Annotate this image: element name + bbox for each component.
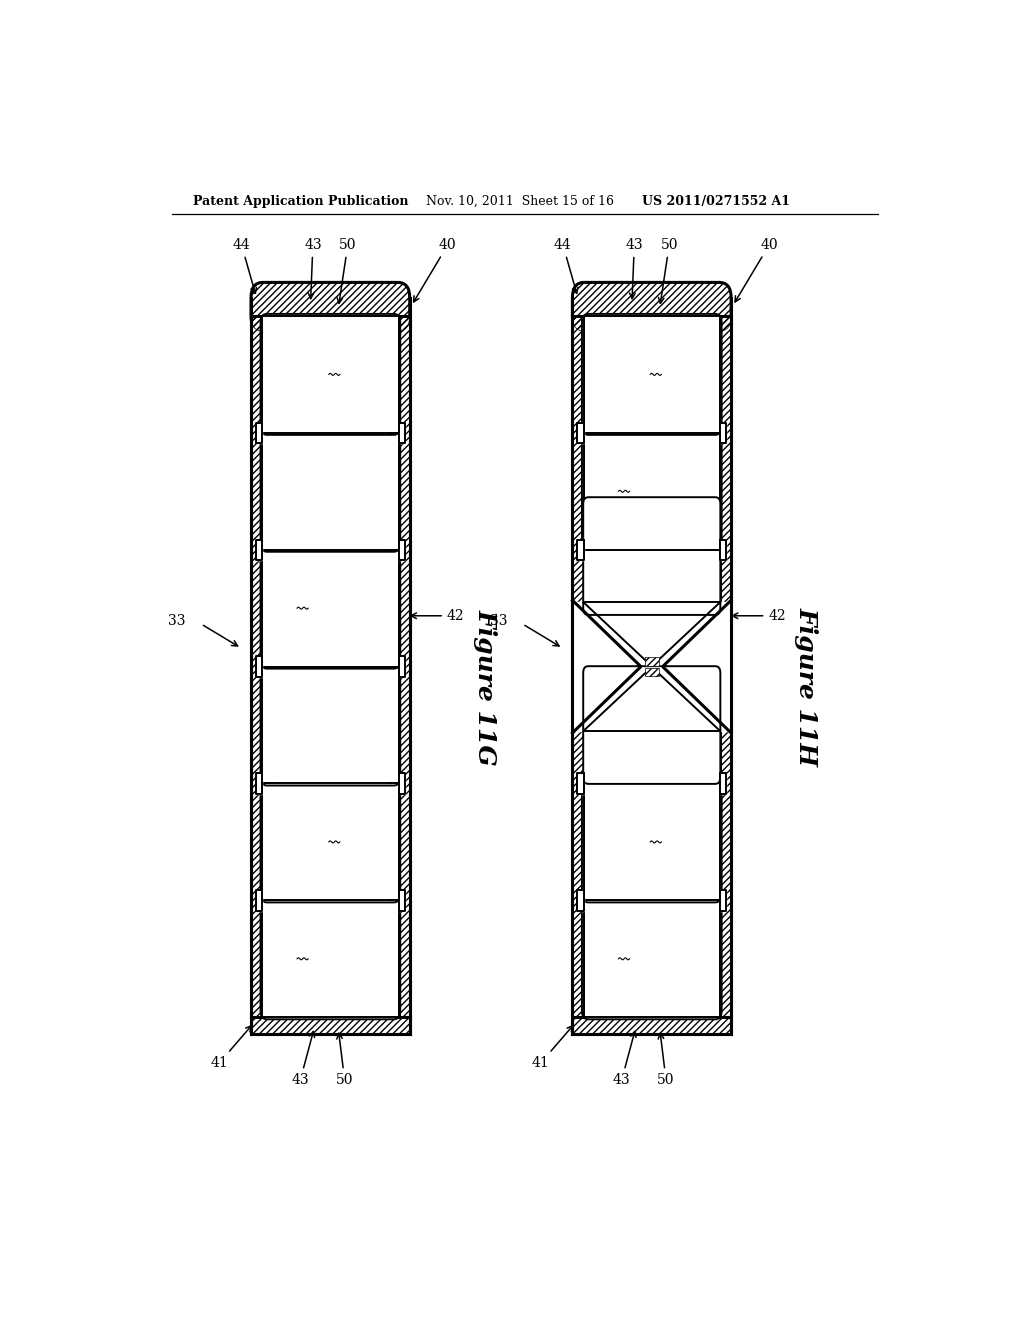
Text: Patent Application Publication: Patent Application Publication — [194, 195, 409, 209]
Text: 42: 42 — [411, 609, 465, 623]
Text: 40: 40 — [735, 238, 778, 302]
Text: 43: 43 — [292, 1031, 314, 1088]
Text: Figure 11H: Figure 11H — [795, 607, 818, 767]
Text: 33: 33 — [489, 614, 507, 628]
Polygon shape — [398, 890, 404, 911]
Text: 43: 43 — [626, 238, 643, 298]
Polygon shape — [571, 602, 732, 731]
Text: 52: 52 — [338, 836, 355, 849]
Polygon shape — [720, 774, 726, 793]
FancyBboxPatch shape — [260, 899, 400, 1019]
Bar — [251, 1018, 410, 1034]
Text: 40: 40 — [414, 238, 457, 302]
Text: Figure 11G: Figure 11G — [473, 609, 497, 766]
Bar — [720, 315, 731, 1018]
Polygon shape — [578, 422, 584, 444]
FancyBboxPatch shape — [584, 667, 720, 784]
Polygon shape — [398, 656, 404, 677]
Text: 44: 44 — [554, 238, 578, 293]
Bar — [645, 668, 658, 676]
Polygon shape — [256, 540, 262, 560]
Polygon shape — [578, 540, 584, 560]
Text: 52: 52 — [658, 836, 677, 849]
Text: 45: 45 — [592, 649, 639, 664]
Text: 50: 50 — [337, 238, 356, 304]
FancyBboxPatch shape — [260, 781, 400, 903]
FancyBboxPatch shape — [582, 781, 722, 903]
FancyBboxPatch shape — [582, 430, 722, 552]
Bar — [645, 657, 658, 665]
Text: 52: 52 — [338, 367, 355, 381]
Bar — [251, 1018, 410, 1034]
Polygon shape — [578, 774, 584, 793]
Polygon shape — [398, 540, 404, 560]
Polygon shape — [256, 890, 262, 911]
Text: 43: 43 — [304, 238, 322, 298]
Text: 50: 50 — [657, 1034, 675, 1088]
FancyBboxPatch shape — [582, 314, 722, 434]
Text: 50: 50 — [336, 1034, 353, 1088]
Bar — [572, 1018, 731, 1034]
Polygon shape — [256, 656, 262, 677]
Text: 42: 42 — [732, 609, 786, 623]
FancyBboxPatch shape — [582, 899, 722, 1019]
Bar — [572, 1018, 731, 1034]
Text: 33: 33 — [169, 614, 186, 628]
Text: 51: 51 — [627, 484, 645, 498]
Bar — [398, 315, 410, 1018]
Bar — [251, 315, 262, 1018]
Bar — [572, 315, 584, 1018]
Polygon shape — [398, 774, 404, 793]
Polygon shape — [720, 890, 726, 911]
Bar — [572, 315, 584, 1018]
Bar — [251, 315, 262, 1018]
Text: Nov. 10, 2011  Sheet 15 of 16: Nov. 10, 2011 Sheet 15 of 16 — [426, 195, 613, 209]
Text: 43: 43 — [612, 1031, 636, 1088]
Bar — [398, 315, 410, 1018]
Text: 50: 50 — [658, 238, 678, 304]
Text: 44: 44 — [232, 238, 256, 293]
Text: 41: 41 — [210, 1026, 252, 1071]
Text: 51: 51 — [306, 601, 324, 615]
Polygon shape — [256, 774, 262, 793]
Text: 51: 51 — [627, 952, 645, 966]
FancyBboxPatch shape — [260, 664, 400, 785]
FancyBboxPatch shape — [572, 282, 731, 331]
Text: 41: 41 — [531, 1026, 572, 1071]
Text: 52: 52 — [658, 367, 677, 381]
Polygon shape — [578, 890, 584, 911]
Text: 51: 51 — [306, 952, 324, 966]
Text: US 2011/0271552 A1: US 2011/0271552 A1 — [642, 195, 791, 209]
FancyBboxPatch shape — [260, 314, 400, 434]
FancyBboxPatch shape — [251, 282, 410, 331]
Polygon shape — [256, 422, 262, 444]
Polygon shape — [720, 422, 726, 444]
Bar — [720, 315, 731, 1018]
FancyBboxPatch shape — [584, 498, 720, 615]
FancyBboxPatch shape — [260, 548, 400, 669]
Polygon shape — [398, 422, 404, 444]
Polygon shape — [720, 540, 726, 560]
FancyBboxPatch shape — [260, 430, 400, 552]
